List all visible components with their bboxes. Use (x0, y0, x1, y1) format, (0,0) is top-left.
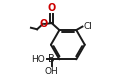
Text: OH: OH (45, 67, 59, 76)
Text: Cl: Cl (83, 22, 92, 31)
Text: O: O (48, 3, 56, 13)
Text: HO: HO (31, 55, 44, 64)
Text: O: O (40, 19, 48, 29)
Text: B: B (48, 54, 55, 64)
